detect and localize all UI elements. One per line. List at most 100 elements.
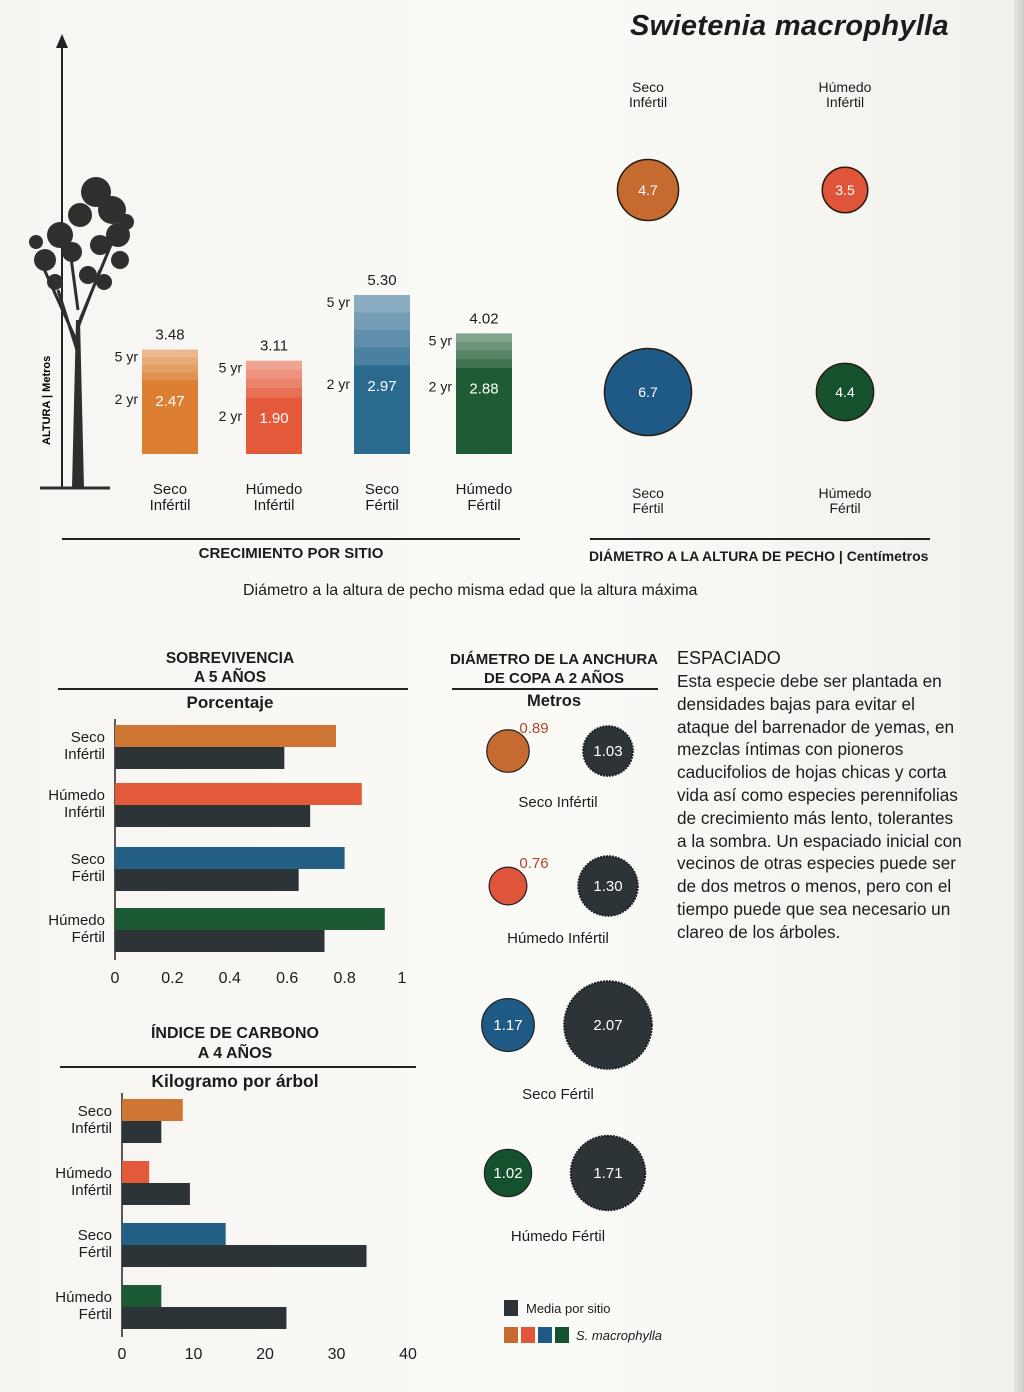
growth-bar-5yr-band [456,333,512,343]
hbar-mean-bar [122,1307,287,1329]
growth-value-2yr: 2.97 [367,378,396,395]
carbon-title: ÍNDICE DE CARBONO A 4 AÑOS [150,1025,319,1062]
growth-label-2yr: 2 yr [429,379,453,395]
growth-bar-5yr-band [354,329,410,348]
growth-value-5yr: 3.48 [155,327,184,344]
dap-bubble-label: Seco Fértil [632,485,664,516]
hbar-tick-label: 30 [328,1346,346,1363]
dap-chart: 4.7 Seco Infértil 3.5 Húmedo Infértil 6.7 Seco F… [603,79,875,516]
hbar-tick-label: 40 [399,1346,417,1363]
page-edge [1014,0,1024,1392]
growth-bar-5yr-band [456,341,512,351]
hbar-mean-bar [122,1121,162,1143]
hbar-category-label: Seco Fértil [71,851,105,885]
dap-bubble-value: 4.4 [835,384,855,400]
growth-label-5yr: 5 yr [115,349,139,365]
crown-title: DIÁMETRO DE LA ANCHURA DE COPA A 2 AÑOS [449,651,659,687]
legend-mean-label: Media por sitio [526,1301,611,1316]
growth-bar-5yr-band [456,359,512,369]
growth-bar-5yr-band [246,387,302,398]
crown-species-value: 0.89 [519,720,548,737]
crown-mean-value: 1.03 [593,743,622,760]
crown-rule [452,688,658,690]
crown-group-label: Húmedo Fértil [511,1228,605,1245]
crown-group-label: Húmedo Infértil [507,930,609,947]
crown-species-bubble [486,729,530,773]
dap-bubble-label: Húmedo Infértil [819,79,872,110]
hbar-mean-bar [122,1245,367,1267]
legend-species-swatch [538,1327,552,1343]
carbon-rule [60,1066,416,1068]
hbar-mean-bar [115,869,299,891]
crown-species-bubble [488,866,528,906]
legend-species-label: S. macrophylla [576,1328,662,1343]
growth-value-5yr: 3.11 [260,338,288,355]
growth-label-2yr: 2 yr [219,408,243,424]
crown-mean-value: 1.71 [593,1165,622,1182]
carbon-chart: Seco Infértil Húmedo Infértil Seco Fértil Húme… [55,1093,417,1363]
legend-species-swatch [521,1327,535,1343]
spacing-title: ESPACIADO [677,648,781,668]
hbar-tick-label: 0 [118,1346,127,1363]
dap-title: DIÁMETRO A LA ALTURA DE PECHO | Centímet… [589,548,928,564]
growth-bar-2yr [456,367,512,454]
dap-bubble [821,166,869,214]
legend-mean-swatch [504,1300,518,1316]
legend-species-swatch [555,1327,569,1343]
hbar-category-label: Seco Infértil [71,1103,112,1137]
crown-species-bubble [481,998,535,1052]
growth-value-2yr: 1.90 [259,410,288,427]
growth-bar-5yr-band [246,369,302,380]
survival-chart: Seco Infértil Húmedo Infértil Seco Fértil Húme… [48,719,407,987]
carbon-subtitle: Kilogramo por árbol [151,1071,319,1091]
growth-bar-5yr-band [246,378,302,389]
growth-category-label: Seco Fértil [365,481,399,514]
crown-mean-bubble [569,1134,647,1212]
crown-mean-bubble [582,725,634,777]
growth-value-2yr: 2.47 [155,393,184,410]
hbar-tick-label: 20 [256,1346,274,1363]
growth-category-label: Húmedo Infértil [246,481,303,514]
crown-mean-value: 1.30 [593,878,622,895]
legend-species-swatch [504,1327,518,1343]
growth-bar-2yr [354,364,410,454]
crown-mean-bubble [563,980,653,1070]
growth-value-5yr: 4.02 [469,310,498,327]
hbar-tick-label: 0.6 [276,970,298,987]
dap-title-text: DIÁMETRO A LA ALTURA DE PECHO [589,548,836,564]
growth-chart: ALTURA | Metros 2.47 3.48 2 yr 5 yr Seco Infé… [29,34,513,514]
crown-group-label: Seco Infértil [518,794,597,811]
hbar-mean-bar [122,1183,190,1205]
growth-bar-5yr-band [456,350,512,360]
hbar-category-label: Seco Fértil [78,1227,112,1261]
growth-value-5yr: 5.30 [367,272,396,289]
hbar-mean-bar [115,930,325,952]
survival-title: SOBREVIVENCIA A 5 AÑOS [165,650,295,686]
growth-bar-5yr-band [354,347,410,366]
hbar-category-label: Húmedo Infértil [55,1165,112,1199]
growth-bar-5yr-band [142,364,198,373]
growth-bar-5yr-band [246,360,302,371]
dap-bubble-value: 6.7 [638,384,658,400]
dap-bubble-label: Seco Infértil [629,79,667,110]
spacing-body: Esta especie debe ser plantada en densid… [677,671,962,942]
survival-rule [58,688,408,690]
dap-bubble [616,158,680,222]
hbar-species-bar [115,847,345,869]
crown-species-value: 1.17 [493,1017,522,1034]
growth-bars: 2.47 3.48 2 yr 5 yr Seco Infértil 1.90 3.11 2 yr… [115,272,513,514]
crown-species-value: 1.02 [493,1165,522,1182]
growth-bar-5yr-band [142,349,198,358]
dap-title-sep: | [835,548,847,564]
crown-species-bubble [483,1148,533,1198]
crown-subtitle: Metros [526,692,582,710]
growth-label-5yr: 5 yr [429,332,453,348]
hbar-species-bar [115,783,362,805]
survival-subtitle: Porcentaje [186,693,274,712]
hbar-tick-label: 0.8 [333,970,355,987]
hbar-tick-label: 1 [398,970,407,987]
growth-category-label: Húmedo Fértil [456,481,513,514]
dap-bubble [815,362,875,422]
hbar-category-label: Húmedo Fértil [48,912,105,946]
